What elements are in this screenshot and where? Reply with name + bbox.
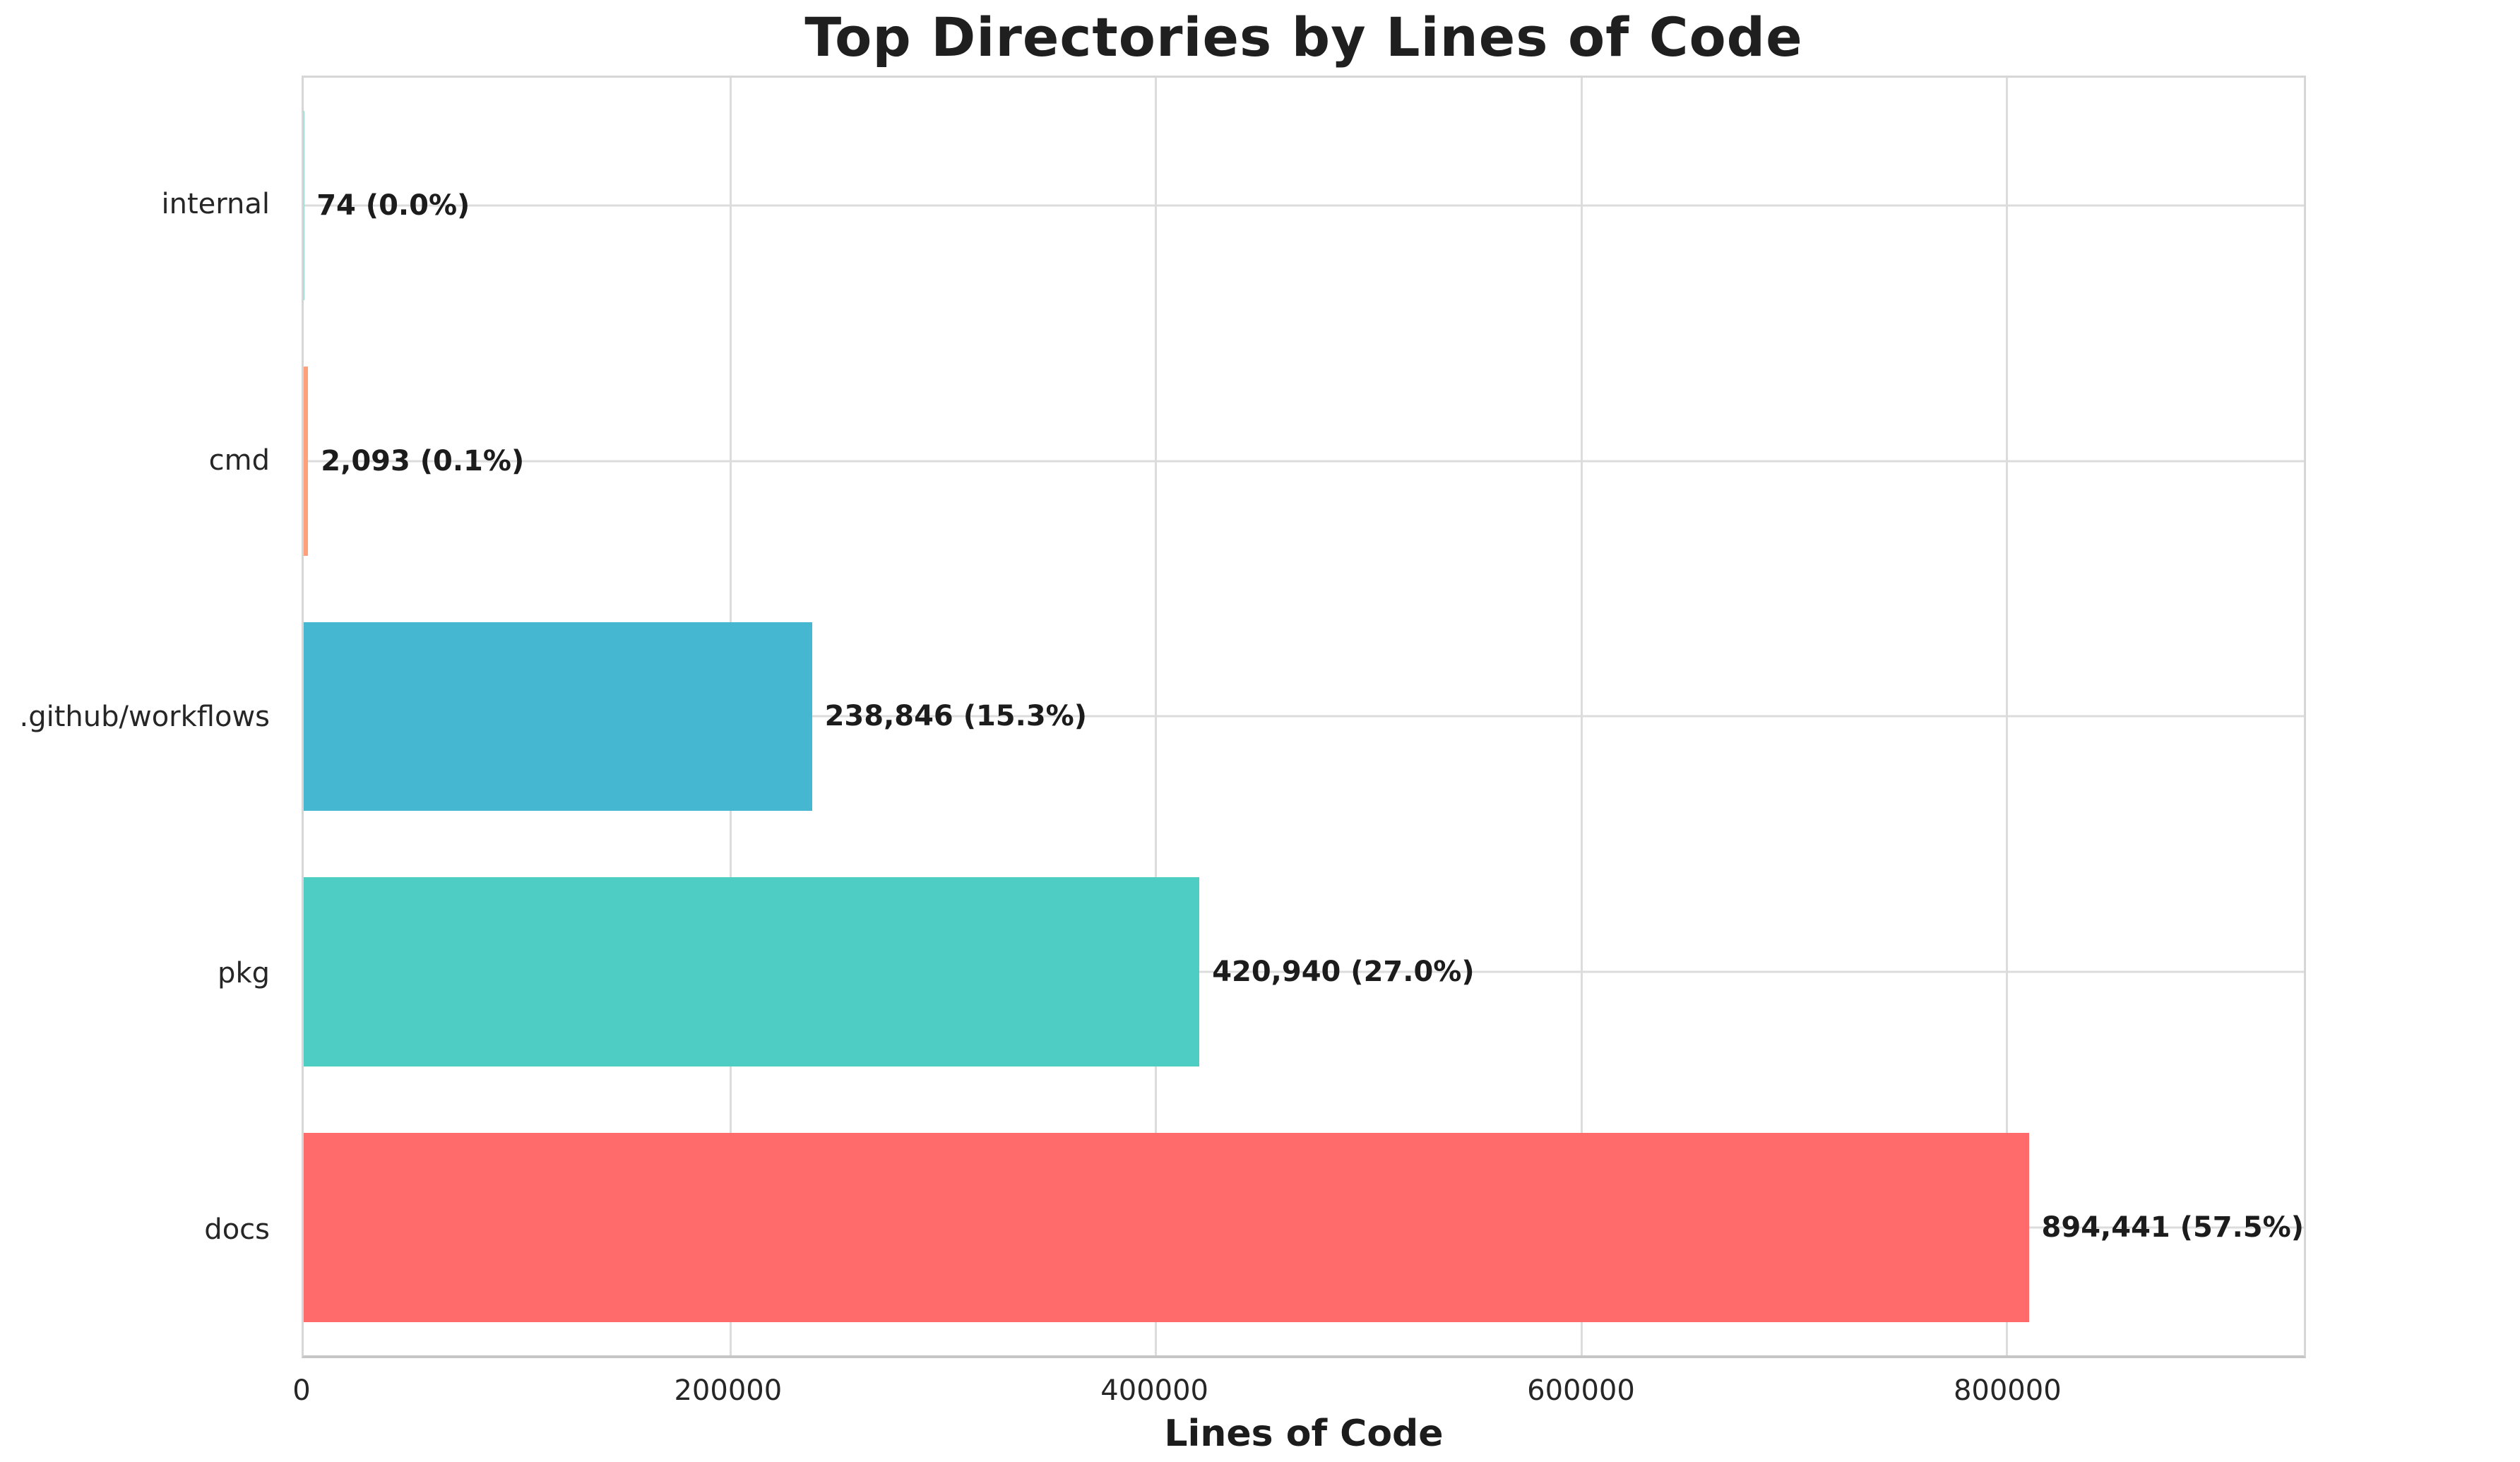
x-axis-label: Lines of Code	[1164, 1413, 1444, 1455]
bar-row: 420,940 (27.0%)	[304, 844, 2304, 1100]
bar-value-label: 894,441 (57.5%)	[2041, 1211, 2304, 1244]
bar-row: 894,441 (57.5%)	[304, 1100, 2304, 1355]
plot-area: 74 (0.0%) 2,093 (0.1%) 238,846 (15.3%) 420,…	[302, 76, 2306, 1358]
y-gridline	[304, 460, 2304, 463]
bar	[304, 622, 812, 812]
bar-value-label: 74 (0.0%)	[316, 189, 470, 222]
bar-row: 2,093 (0.1%)	[304, 333, 2304, 589]
bar-row: 238,846 (15.3%)	[304, 589, 2304, 845]
bar	[304, 877, 1200, 1067]
y-tick-label: pkg	[218, 957, 270, 990]
y-axis-tick-labels: internal cmd .github/workflows pkg docs	[0, 76, 285, 1358]
x-tick-label: 400000	[1100, 1374, 1209, 1407]
x-tick-label: 600000	[1527, 1374, 1635, 1407]
y-gridline	[304, 970, 2304, 973]
bar-value-label: 238,846 (15.3%)	[824, 700, 1088, 733]
y-tick-label: internal	[161, 187, 270, 220]
y-gridline	[304, 715, 2304, 718]
y-tick-label: docs	[204, 1213, 270, 1247]
x-axis-tick-labels: 0 200000 400000 600000 800000	[292, 1374, 2306, 1410]
bar-row: 74 (0.0%)	[304, 78, 2304, 333]
bar-value-label: 2,093 (0.1%)	[321, 444, 525, 477]
bar-value-label: 420,940 (27.0%)	[1212, 956, 1475, 989]
x-tick-label: 0	[292, 1374, 311, 1407]
bar	[304, 1133, 2029, 1322]
bar	[304, 366, 309, 556]
chart-title: Top Directories by Lines of Code	[804, 6, 1803, 69]
x-tick-label: 200000	[674, 1374, 783, 1407]
x-tick-label: 800000	[1953, 1374, 2062, 1407]
y-gridline	[304, 204, 2304, 207]
y-tick-label: cmd	[208, 444, 270, 477]
y-tick-label: .github/workflows	[19, 700, 271, 733]
